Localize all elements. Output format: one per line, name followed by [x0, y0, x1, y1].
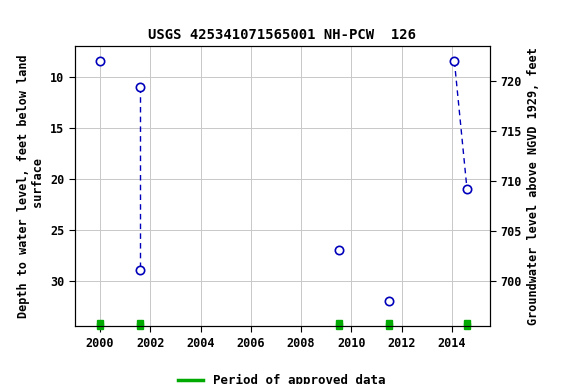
- Title: USGS 425341071565001 NH-PCW  126: USGS 425341071565001 NH-PCW 126: [148, 28, 416, 42]
- Y-axis label: Groundwater level above NGVD 1929, feet: Groundwater level above NGVD 1929, feet: [527, 47, 540, 325]
- Y-axis label: Depth to water level, feet below land
 surface: Depth to water level, feet below land su…: [17, 55, 45, 318]
- Legend: Period of approved data: Period of approved data: [173, 369, 391, 384]
